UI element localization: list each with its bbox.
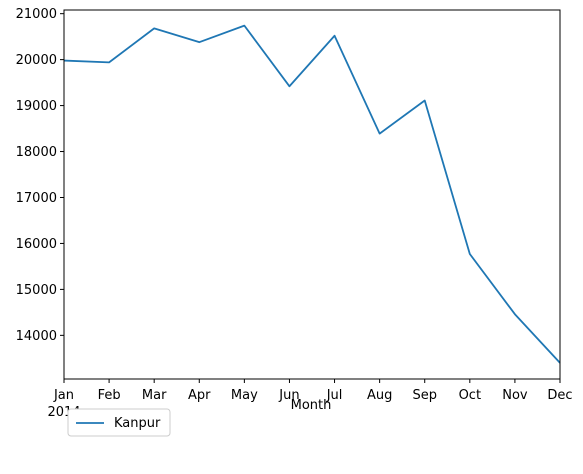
plot-frame	[63, 9, 561, 380]
y-tick-label: 19000	[16, 99, 57, 114]
x-tick-label: Apr	[188, 388, 211, 403]
y-tick-label: 17000	[16, 191, 57, 206]
legend-box	[67, 408, 171, 437]
x-tick-label: Jan	[53, 388, 74, 403]
legend: Kanpur	[67, 408, 171, 437]
series-layer	[63, 24, 561, 364]
x-tick-label: Aug	[367, 388, 392, 403]
y-tick-label: 20000	[16, 53, 57, 68]
y-tick-label: 18000	[16, 145, 57, 160]
x-tick-label: Nov	[502, 388, 528, 403]
x-tick-label: May	[231, 388, 258, 403]
y-tick-label: 15000	[16, 283, 57, 298]
x-axis-ticks: Jan Feb Mar Apr May Jun Jul Aug Sep Oct Nov Dec	[53, 379, 573, 403]
x-tick-label: Jul	[326, 388, 343, 403]
series-line-kanpur	[63, 24, 561, 364]
x-tick-label: Mar	[142, 388, 167, 403]
x-tick-label: Oct	[459, 388, 481, 403]
x-axis-title: Month	[291, 398, 332, 413]
y-tick-label: 16000	[16, 237, 57, 252]
y-axis-ticks: 14000 15000 16000 17000 18000 19000 20000 21000	[16, 7, 64, 344]
plot-background	[64, 10, 560, 379]
y-tick-label: 14000	[16, 329, 57, 344]
x-tick-label: Sep	[412, 388, 437, 403]
x-tick-label: Jun	[278, 388, 299, 403]
x-tick-label: Feb	[98, 388, 121, 403]
legend-label-kanpur: Kanpur	[114, 416, 161, 431]
x-tick-label: Dec	[547, 388, 572, 403]
y-tick-label: 21000	[16, 7, 57, 22]
